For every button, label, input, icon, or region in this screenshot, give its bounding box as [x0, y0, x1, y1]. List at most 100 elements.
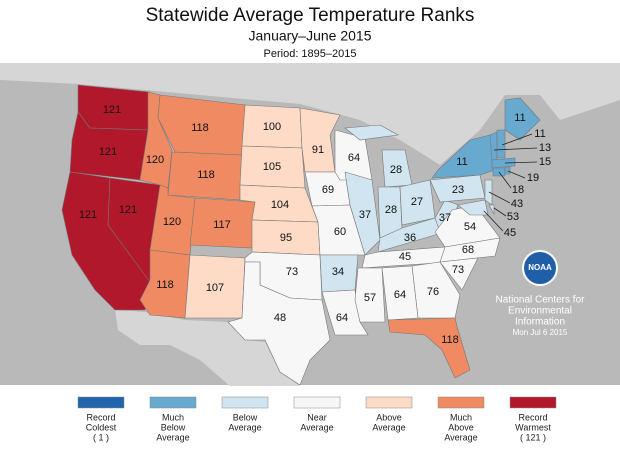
rank-label: 118 [191, 122, 209, 134]
state [344, 124, 399, 141]
legend-swatch [365, 396, 413, 409]
mexico [115, 310, 300, 386]
callout-line [501, 133, 533, 146]
rank-label: 28 [385, 204, 397, 216]
state [344, 171, 381, 256]
rank-label: 45 [504, 227, 516, 239]
legend-label: Much [450, 412, 472, 422]
legend-swatch [221, 396, 269, 409]
rank-label: 15 [539, 156, 551, 168]
rank-label: 73 [286, 266, 298, 278]
state [496, 129, 506, 159]
logo-text: NOAA [528, 263, 552, 272]
rank-label: 121 [103, 104, 121, 116]
callout-line [504, 161, 538, 164]
legend-label: Average [228, 422, 261, 432]
rank-label: 104 [271, 199, 289, 211]
state [491, 157, 516, 169]
subtitle: January–June 2015 [249, 28, 372, 44]
credit: National Centers for [496, 295, 586, 306]
callout-line [498, 171, 512, 189]
callout-line [493, 147, 538, 151]
rank-label: 34 [332, 266, 344, 278]
rank-labels: 121 121 121 121 120 118 118 120 117 118 107 100 105 1… [79, 104, 551, 346]
state [354, 267, 386, 323]
legend-label: Average [300, 422, 333, 432]
rank-label: 19 [527, 172, 539, 184]
rank-label: 11 [456, 156, 467, 168]
rank-label: 64 [336, 312, 348, 324]
callout-line [507, 170, 526, 179]
rank-label: 118 [441, 334, 459, 346]
state [439, 257, 479, 291]
legend-label: Much [162, 412, 184, 422]
legend-label: Below [233, 412, 258, 422]
state [488, 204, 495, 216]
rank-label: 76 [427, 286, 439, 298]
rank-label: 27 [411, 196, 423, 208]
logo [522, 250, 558, 286]
state [439, 237, 501, 263]
legend-label: Average [372, 422, 405, 432]
rank-label: 73 [452, 264, 464, 276]
callout-line [483, 210, 504, 232]
rank-label: 121 [119, 204, 137, 216]
rank-label: 120 [163, 216, 181, 228]
legend-label: Below [161, 422, 186, 432]
rank-label: 23 [452, 184, 464, 196]
state [504, 166, 511, 175]
rank-label: 91 [312, 144, 324, 156]
state [387, 317, 471, 379]
title: Statewide Average Temperature Ranks [146, 5, 475, 26]
callout-lines [483, 133, 538, 232]
rank-label: 118 [156, 279, 174, 291]
rank-label: 45 [399, 251, 411, 263]
credit: Information [515, 317, 565, 328]
states [61, 84, 541, 386]
state [504, 97, 541, 141]
callout-line [493, 207, 507, 217]
period: Period: 1895–2015 [264, 48, 357, 60]
legend-label: ( 1 ) [93, 432, 109, 442]
rank-label: 57 [364, 292, 376, 304]
legend-label: Coldest [86, 422, 117, 432]
credit-date: Mon Jul 6 2015 [513, 328, 568, 337]
rank-label: 53 [507, 211, 519, 223]
rank-label: 118 [197, 169, 215, 181]
rank-label: 68 [462, 244, 474, 256]
rank-label: 11 [514, 112, 525, 124]
rank-label: 28 [390, 164, 402, 176]
rank-label: 107 [206, 282, 224, 294]
rank-label: 13 [539, 142, 551, 154]
legend-swatch [149, 396, 197, 409]
legend-label: Above [448, 422, 474, 432]
legend-swatch [509, 396, 557, 409]
rank-label: 48 [274, 312, 286, 324]
rank-label: 36 [404, 232, 416, 244]
legend-label: Near [307, 412, 327, 422]
legend-label: Average [156, 432, 189, 442]
state [227, 261, 331, 386]
legend-label: Above [376, 412, 402, 422]
credit: Environmental [508, 306, 572, 317]
rank-label: 54 [464, 221, 476, 233]
legend-swatch [293, 396, 341, 409]
state [434, 204, 501, 248]
rank-label: 18 [512, 184, 524, 196]
rank-label: 95 [280, 232, 292, 244]
rank-label: 64 [348, 152, 360, 164]
rank-label: 120 [146, 154, 164, 166]
legend-swatch [77, 396, 125, 409]
rank-label: 64 [394, 289, 406, 301]
rank-label: 37 [359, 209, 371, 221]
callout-line [488, 191, 511, 204]
legend-label: Warmest [515, 422, 551, 432]
rank-label: 121 [79, 209, 97, 221]
rank-label: 11 [534, 128, 545, 140]
legend-label: Record [86, 412, 115, 422]
rank-label: 121 [99, 146, 117, 158]
legend-swatch [437, 396, 485, 409]
